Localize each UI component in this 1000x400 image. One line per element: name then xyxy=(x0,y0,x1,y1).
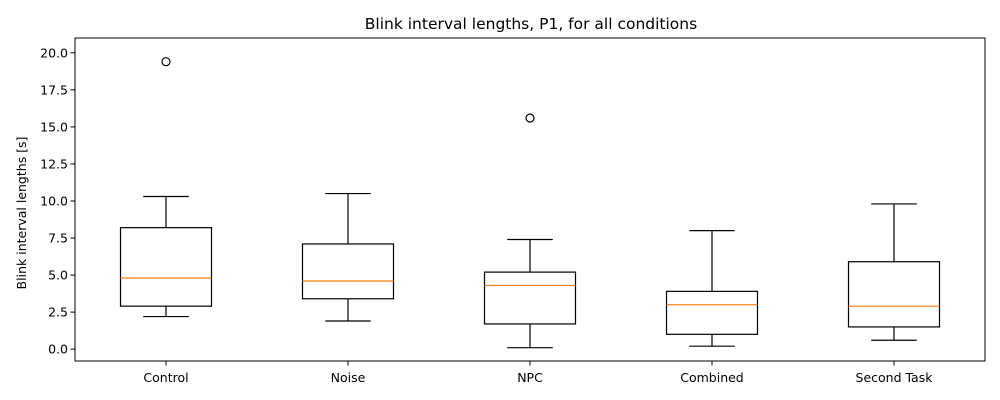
chart-title: Blink interval lengths, P1, for all cond… xyxy=(365,15,697,33)
box xyxy=(665,290,759,335)
outlier-point xyxy=(525,113,535,123)
x-tick-label: Combined xyxy=(680,370,744,385)
y-tick-label: 15.0 xyxy=(40,119,68,134)
y-tick-label: 7.5 xyxy=(48,231,68,246)
x-tick-label: NPC xyxy=(517,370,543,385)
plot-area: 0.0 2.5 5.0 7.5 10.0 12.5 15.0 17.5 20.0 Control N… xyxy=(40,37,986,385)
box xyxy=(483,271,577,325)
y-tick-label: 0.0 xyxy=(48,342,68,357)
x-tick-label: Second Task xyxy=(856,370,934,385)
x-tick-label: Noise xyxy=(331,370,366,385)
box xyxy=(301,243,395,300)
y-tick-label: 12.5 xyxy=(40,156,68,171)
outlier-point xyxy=(161,57,171,67)
y-tick-label: 20.0 xyxy=(40,45,68,60)
y-tick-label: 5.0 xyxy=(48,268,68,283)
x-tick-label: Control xyxy=(143,370,188,385)
y-tick-label: 17.5 xyxy=(40,82,68,97)
box xyxy=(847,261,941,328)
y-axis-label: Blink interval lengths [s] xyxy=(14,137,29,290)
y-tick-label: 2.5 xyxy=(48,305,68,320)
box xyxy=(119,227,213,307)
axes-frame xyxy=(74,37,986,362)
y-tick-label: 10.0 xyxy=(40,193,68,208)
